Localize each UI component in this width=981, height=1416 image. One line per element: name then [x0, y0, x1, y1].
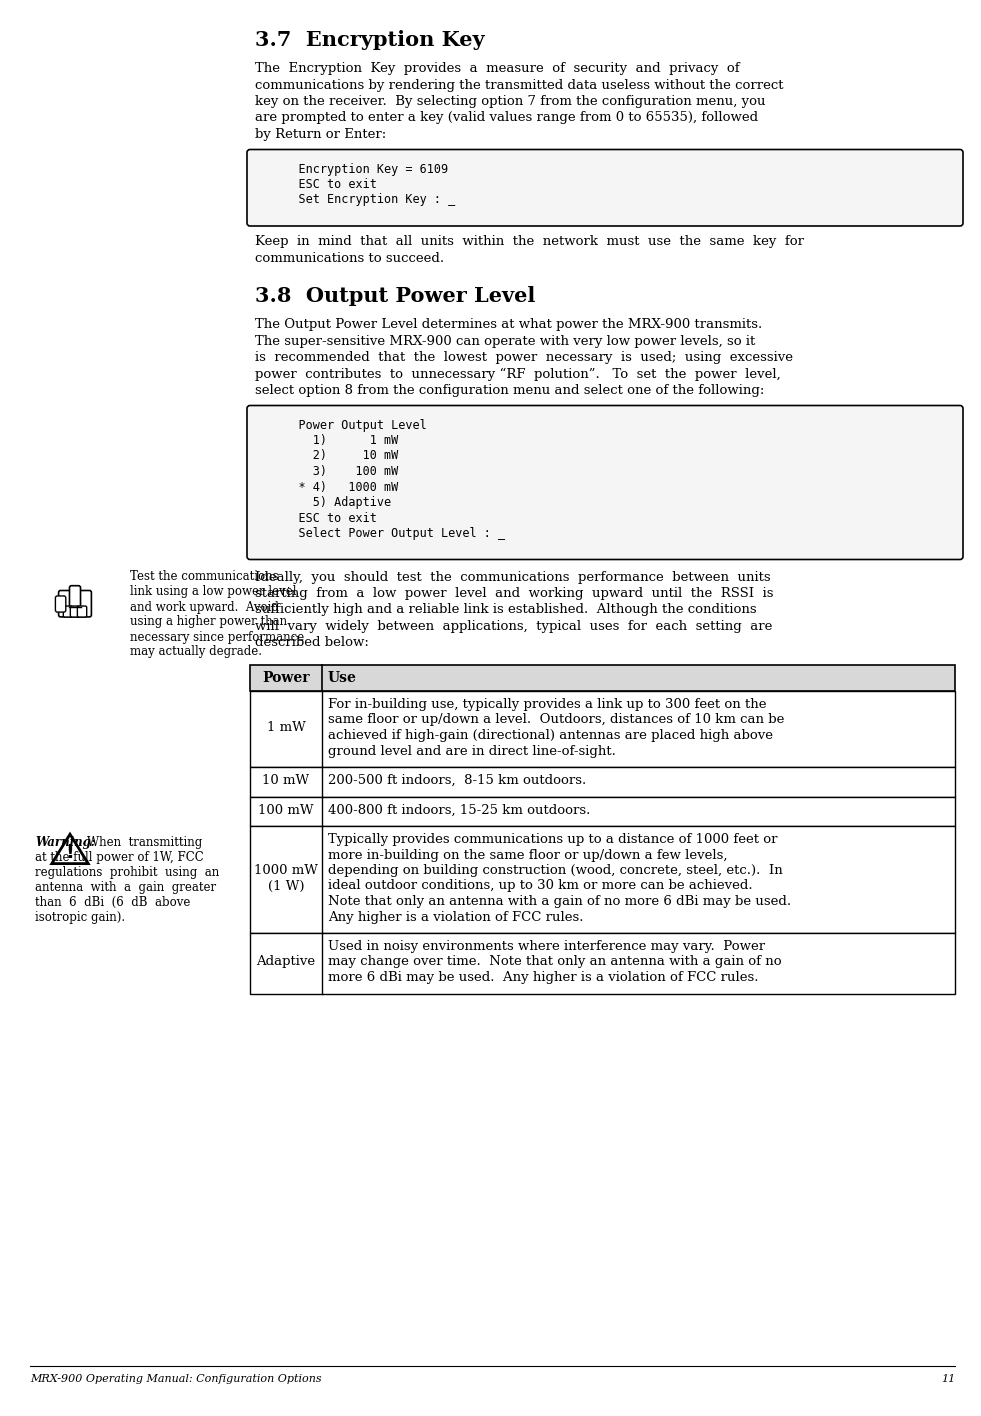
- Bar: [250, 826, 955, 933]
- Bar: [250, 796, 955, 826]
- Text: at the full power of 1W, FCC: at the full power of 1W, FCC: [35, 851, 204, 864]
- Text: depending on building construction (wood, concrete, steel, etc.).  In: depending on building construction (wood…: [328, 864, 783, 877]
- FancyBboxPatch shape: [71, 606, 79, 617]
- FancyBboxPatch shape: [64, 606, 73, 617]
- Text: 100 mW: 100 mW: [258, 803, 314, 817]
- Text: 5) Adaptive: 5) Adaptive: [270, 496, 391, 508]
- Text: Encryption Key = 6109: Encryption Key = 6109: [270, 163, 448, 176]
- FancyBboxPatch shape: [55, 596, 66, 612]
- FancyBboxPatch shape: [247, 405, 963, 559]
- Text: Keep  in  mind  that  all  units  within  the  network  must  use  the  same  ke: Keep in mind that all units within the n…: [255, 235, 804, 248]
- Text: 3.8  Output Power Level: 3.8 Output Power Level: [255, 286, 536, 306]
- Text: Power: Power: [262, 671, 310, 685]
- Text: Any higher is a violation of FCC rules.: Any higher is a violation of FCC rules.: [328, 910, 584, 923]
- FancyBboxPatch shape: [70, 586, 80, 607]
- Text: The  Encryption  Key  provides  a  measure  of  security  and  privacy  of: The Encryption Key provides a measure of…: [255, 62, 740, 75]
- Text: are prompted to enter a key (valid values range from 0 to 65535), followed: are prompted to enter a key (valid value…: [255, 112, 758, 125]
- Text: Power Output Level: Power Output Level: [270, 419, 427, 432]
- Text: Adaptive: Adaptive: [256, 956, 316, 969]
- Text: Select Power Output Level : _: Select Power Output Level : _: [270, 527, 505, 539]
- Text: link using a low power level: link using a low power level: [130, 585, 296, 599]
- Text: When  transmitting: When transmitting: [87, 835, 202, 850]
- Text: may change over time.  Note that only an antenna with a gain of no: may change over time. Note that only an …: [328, 956, 782, 969]
- Text: 400-800 ft indoors, 15-25 km outdoors.: 400-800 ft indoors, 15-25 km outdoors.: [328, 803, 591, 817]
- Text: Test the communications: Test the communications: [130, 571, 279, 583]
- Text: select option 8 from the configuration menu and select one of the following:: select option 8 from the configuration m…: [255, 384, 764, 396]
- Text: communications to succeed.: communications to succeed.: [255, 252, 444, 265]
- Text: using a higher power than: using a higher power than: [130, 616, 287, 629]
- Polygon shape: [52, 834, 88, 864]
- Bar: [250, 767, 955, 796]
- Text: 1)      1 mW: 1) 1 mW: [270, 433, 398, 447]
- Text: starting  from  a  low  power  level  and  working  upward  until  the  RSSI  is: starting from a low power level and work…: [255, 588, 773, 600]
- Text: sufficiently high and a reliable link is established.  Although the conditions: sufficiently high and a reliable link is…: [255, 603, 756, 616]
- Bar: [250, 933, 955, 994]
- FancyBboxPatch shape: [247, 150, 963, 227]
- Bar: [250, 691, 955, 767]
- Text: and work upward.  Avoid: and work upward. Avoid: [130, 600, 279, 613]
- Text: 2)     10 mW: 2) 10 mW: [270, 449, 398, 463]
- Text: more in-building on the same floor or up/down a few levels,: more in-building on the same floor or up…: [328, 848, 728, 861]
- Text: !: !: [66, 843, 75, 862]
- Text: than  6  dBi  (6  dB  above: than 6 dBi (6 dB above: [35, 896, 190, 909]
- Text: ground level and are in direct line-of-sight.: ground level and are in direct line-of-s…: [328, 745, 616, 758]
- Text: (1 W): (1 W): [268, 879, 304, 892]
- Text: Note that only an antenna with a gain of no more 6 dBi may be used.: Note that only an antenna with a gain of…: [328, 895, 791, 908]
- Text: key on the receiver.  By selecting option 7 from the configuration menu, you: key on the receiver. By selecting option…: [255, 95, 765, 108]
- FancyBboxPatch shape: [77, 606, 86, 617]
- Text: 11: 11: [941, 1374, 955, 1383]
- Text: communications by rendering the transmitted data useless without the correct: communications by rendering the transmit…: [255, 78, 784, 92]
- Text: may actually degrade.: may actually degrade.: [130, 646, 262, 658]
- Text: Set Encryption Key : _: Set Encryption Key : _: [270, 194, 455, 207]
- Text: MRX-900 Operating Manual: Configuration Options: MRX-900 Operating Manual: Configuration …: [30, 1374, 322, 1383]
- Text: Warning:: Warning:: [35, 835, 95, 850]
- Text: The Output Power Level determines at what power the MRX-900 transmits.: The Output Power Level determines at wha…: [255, 319, 762, 331]
- Text: ideal outdoor conditions, up to 30 km or more can be achieved.: ideal outdoor conditions, up to 30 km or…: [328, 879, 752, 892]
- Text: ESC to exit: ESC to exit: [270, 178, 377, 191]
- Text: is  recommended  that  the  lowest  power  necessary  is  used;  using  excessiv: is recommended that the lowest power nec…: [255, 351, 793, 364]
- Text: achieved if high-gain (directional) antennas are placed high above: achieved if high-gain (directional) ante…: [328, 729, 773, 742]
- Text: * 4)   1000 mW: * 4) 1000 mW: [270, 480, 398, 494]
- Text: For in-building use, typically provides a link up to 300 feet on the: For in-building use, typically provides …: [328, 698, 766, 711]
- Text: Typically provides communications up to a distance of 1000 feet or: Typically provides communications up to …: [328, 833, 778, 845]
- Text: more 6 dBi may be used.  Any higher is a violation of FCC rules.: more 6 dBi may be used. Any higher is a …: [328, 971, 758, 984]
- Text: 1000 mW: 1000 mW: [254, 864, 318, 877]
- Bar: [250, 666, 955, 691]
- Text: described below:: described below:: [255, 637, 369, 650]
- Text: 3.7  Encryption Key: 3.7 Encryption Key: [255, 30, 485, 50]
- Text: will  vary  widely  between  applications,  typical  uses  for  each  setting  a: will vary widely between applications, t…: [255, 620, 772, 633]
- Text: Use: Use: [328, 671, 357, 685]
- Text: power  contributes  to  unnecessary “RF  polution”.   To  set  the  power  level: power contributes to unnecessary “RF pol…: [255, 368, 781, 381]
- Text: 3)    100 mW: 3) 100 mW: [270, 464, 398, 479]
- Text: ESC to exit: ESC to exit: [270, 511, 377, 524]
- FancyBboxPatch shape: [59, 590, 91, 617]
- Text: regulations  prohibit  using  an: regulations prohibit using an: [35, 867, 219, 879]
- Text: 10 mW: 10 mW: [263, 775, 310, 787]
- Text: 1 mW: 1 mW: [267, 721, 305, 735]
- Text: Used in noisy environments where interference may vary.  Power: Used in noisy environments where interfe…: [328, 940, 765, 953]
- Text: same floor or up/down a level.  Outdoors, distances of 10 km can be: same floor or up/down a level. Outdoors,…: [328, 714, 785, 726]
- Text: by Return or Enter:: by Return or Enter:: [255, 127, 387, 142]
- Text: The super-sensitive MRX-900 can operate with very low power levels, so it: The super-sensitive MRX-900 can operate …: [255, 334, 755, 347]
- Text: 200-500 ft indoors,  8-15 km outdoors.: 200-500 ft indoors, 8-15 km outdoors.: [328, 775, 587, 787]
- Text: necessary since performance: necessary since performance: [130, 630, 304, 643]
- Text: Ideally,  you  should  test  the  communications  performance  between  units: Ideally, you should test the communicati…: [255, 571, 771, 583]
- Text: antenna  with  a  gain  greater: antenna with a gain greater: [35, 881, 216, 893]
- Text: isotropic gain).: isotropic gain).: [35, 910, 126, 925]
